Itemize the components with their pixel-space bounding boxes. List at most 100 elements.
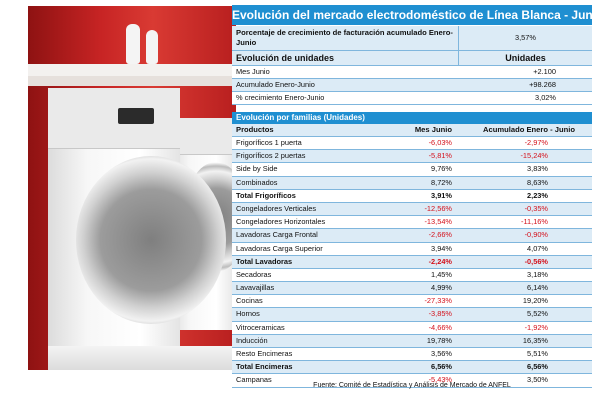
table-row: Lavadoras Carga Superior 3,94% 4,07% (232, 242, 592, 256)
column-header-month: Mes Junio (414, 125, 452, 134)
product-cell: Combinados (236, 177, 278, 187)
accumulated-change-cell: -0,90% (524, 230, 548, 240)
product-cell: Vitroceramicas (236, 322, 285, 332)
accumulated-change-cell: -0,56% (524, 256, 548, 266)
month-change-cell: -2,24% (428, 256, 452, 266)
product-cell: Secadoras (236, 269, 272, 279)
product-cell: Congeladores Horizontales (236, 217, 326, 227)
accumulated-change-cell: -11,16% (521, 217, 548, 227)
source-note: Fuente: Comité de Estadística y Análisis… (313, 382, 511, 389)
product-cell: Resto Encimeras (236, 349, 293, 358)
month-change-cell: 19,78% (426, 335, 452, 345)
accumulated-change-cell: 2,23% (527, 190, 548, 200)
table-row: Hornos -3,85% 5,52% (232, 308, 592, 322)
families-column-headers: Productos Mes Junio Acumulado Enero - Ju… (232, 124, 592, 137)
growth-billing-value: 3,57% (458, 26, 592, 50)
units-row: % crecimiento Enero-Junio 3,02% (232, 92, 592, 105)
table-row: Inducción 19,78% 16,35% (232, 334, 592, 348)
month-change-cell: 4,99% (431, 283, 452, 293)
product-cell: Campanas (236, 375, 272, 385)
product-cell: Total Lavadoras (236, 256, 293, 266)
units-row-value: 3,02% (535, 93, 556, 102)
units-header-label: Evolución de unidades (236, 53, 335, 63)
product-cell: Congeladores Verticales (236, 203, 317, 213)
accumulated-change-cell: 3,83% (527, 164, 548, 174)
month-change-cell: 8,72% (431, 177, 452, 187)
units-row-label: Acumulado Enero-Junio (236, 80, 315, 89)
units-row-label: Mes Junio (236, 67, 270, 76)
column-header-accumulated: Acumulado Enero - Junio (483, 125, 575, 134)
washing-machines-photo (28, 6, 236, 370)
table-row: Total Encimeras 6,56% 6,56% (232, 361, 592, 375)
product-cell: Hornos (236, 309, 260, 319)
accumulated-change-cell: -15,24% (520, 151, 548, 161)
accumulated-change-cell: 4,07% (527, 243, 548, 253)
product-cell: Side by Side (236, 164, 278, 174)
table-row: Cocinas -27,33% 19,20% (232, 295, 592, 309)
product-cell: Lavadoras Carga Frontal (236, 230, 318, 240)
growth-billing-row: Porcentaje de crecimiento de facturación… (232, 26, 592, 51)
accumulated-change-cell: 5,51% (527, 349, 548, 358)
accumulated-change-cell: -1,92% (524, 322, 548, 332)
table-row: Congeladores Verticales -12,56% -0,35% (232, 202, 592, 217)
units-row-value: +98.268 (529, 80, 556, 89)
table-row: Campanas -5,43% 3,50% (232, 374, 592, 388)
product-cell: Frigoríficos 2 puertas (236, 151, 306, 161)
product-cell: Inducción (236, 335, 268, 345)
table-row: Secadoras 1,45% 3,18% (232, 268, 592, 283)
product-cell: Cocinas (236, 296, 263, 306)
accumulated-change-cell: 5,52% (527, 309, 548, 319)
table-row: Lavavajillas 4,99% 6,14% (232, 282, 592, 296)
month-change-cell: -13,54% (424, 217, 452, 227)
table-row: Vitroceramicas -4,66% -1,92% (232, 321, 592, 335)
families-section-title: Evolución por familias (Unidades) (232, 112, 592, 124)
units-row: Mes Junio +2.100 (232, 66, 592, 79)
summary-block: Porcentaje de crecimiento de facturación… (232, 26, 592, 105)
product-cell: Lavadoras Carga Superior (236, 243, 323, 253)
month-change-cell: 3,56% (431, 349, 452, 358)
table-title: Evolución del mercado electrodoméstico d… (232, 5, 600, 25)
month-change-cell: -4,66% (428, 322, 452, 332)
table-row: Total Frigoríficos 3,91% 2,23% (232, 189, 592, 203)
month-change-cell: -27,33% (424, 296, 452, 306)
table-row: Congeladores Horizontales -13,54% -11,16% (232, 216, 592, 230)
accumulated-change-cell: 6,14% (527, 283, 548, 293)
table-row: Side by Side 9,76% 3,83% (232, 163, 592, 177)
growth-billing-label: Porcentaje de crecimiento de facturación… (236, 28, 453, 47)
month-change-cell: -6,03% (428, 138, 452, 147)
product-cell: Total Encimeras (236, 362, 293, 372)
accumulated-change-cell: 19,20% (522, 296, 548, 306)
month-change-cell: -5,43% (428, 375, 452, 385)
accumulated-change-cell: -2,97% (524, 138, 548, 147)
month-change-cell: 3,94% (431, 243, 452, 253)
month-change-cell: -2,66% (428, 230, 452, 240)
accumulated-change-cell: -0,35% (524, 203, 548, 213)
units-header-row: Evolución de unidades Unidades (232, 51, 592, 66)
families-table-body: Frigoríficos 1 puerta -6,03% -2,97% Frigorí… (232, 137, 592, 388)
month-change-cell: -5,81% (428, 151, 452, 161)
families-block: Evolución por familias (Unidades) Produc… (232, 112, 592, 388)
month-change-cell: -12,56% (424, 203, 452, 213)
month-change-cell: 1,45% (431, 269, 452, 279)
month-change-cell: -3,85% (428, 309, 452, 319)
month-change-cell: 9,76% (431, 164, 452, 174)
product-cell: Lavavajillas (236, 283, 275, 293)
table-row: Frigoríficos 1 puerta -6,03% -2,97% (232, 137, 592, 151)
accumulated-change-cell: 3,50% (527, 375, 548, 385)
column-header-products: Productos (236, 125, 274, 134)
table-row: Lavadoras Carga Frontal -2,66% -0,90% (232, 229, 592, 243)
accumulated-change-cell: 16,35% (522, 335, 548, 345)
table-row: Resto Encimeras 3,56% 5,51% (232, 348, 592, 362)
table-row: Total Lavadoras -2,24% -0,56% (232, 255, 592, 269)
units-row-label: % crecimiento Enero-Junio (236, 93, 325, 102)
product-cell: Total Frigoríficos (236, 190, 296, 200)
accumulated-change-cell: 6,56% (527, 362, 548, 372)
units-row: Acumulado Enero-Junio +98.268 (232, 79, 592, 92)
table-row: Frigoríficos 2 puertas -5,81% -15,24% (232, 150, 592, 164)
month-change-cell: 6,56% (431, 362, 452, 372)
table-row: Combinados 8,72% 8,63% (232, 176, 592, 190)
accumulated-change-cell: 8,63% (527, 177, 548, 187)
product-cell: Frigoríficos 1 puerta (236, 138, 302, 147)
units-column-header: Unidades (458, 51, 592, 65)
accumulated-change-cell: 3,18% (527, 269, 548, 279)
